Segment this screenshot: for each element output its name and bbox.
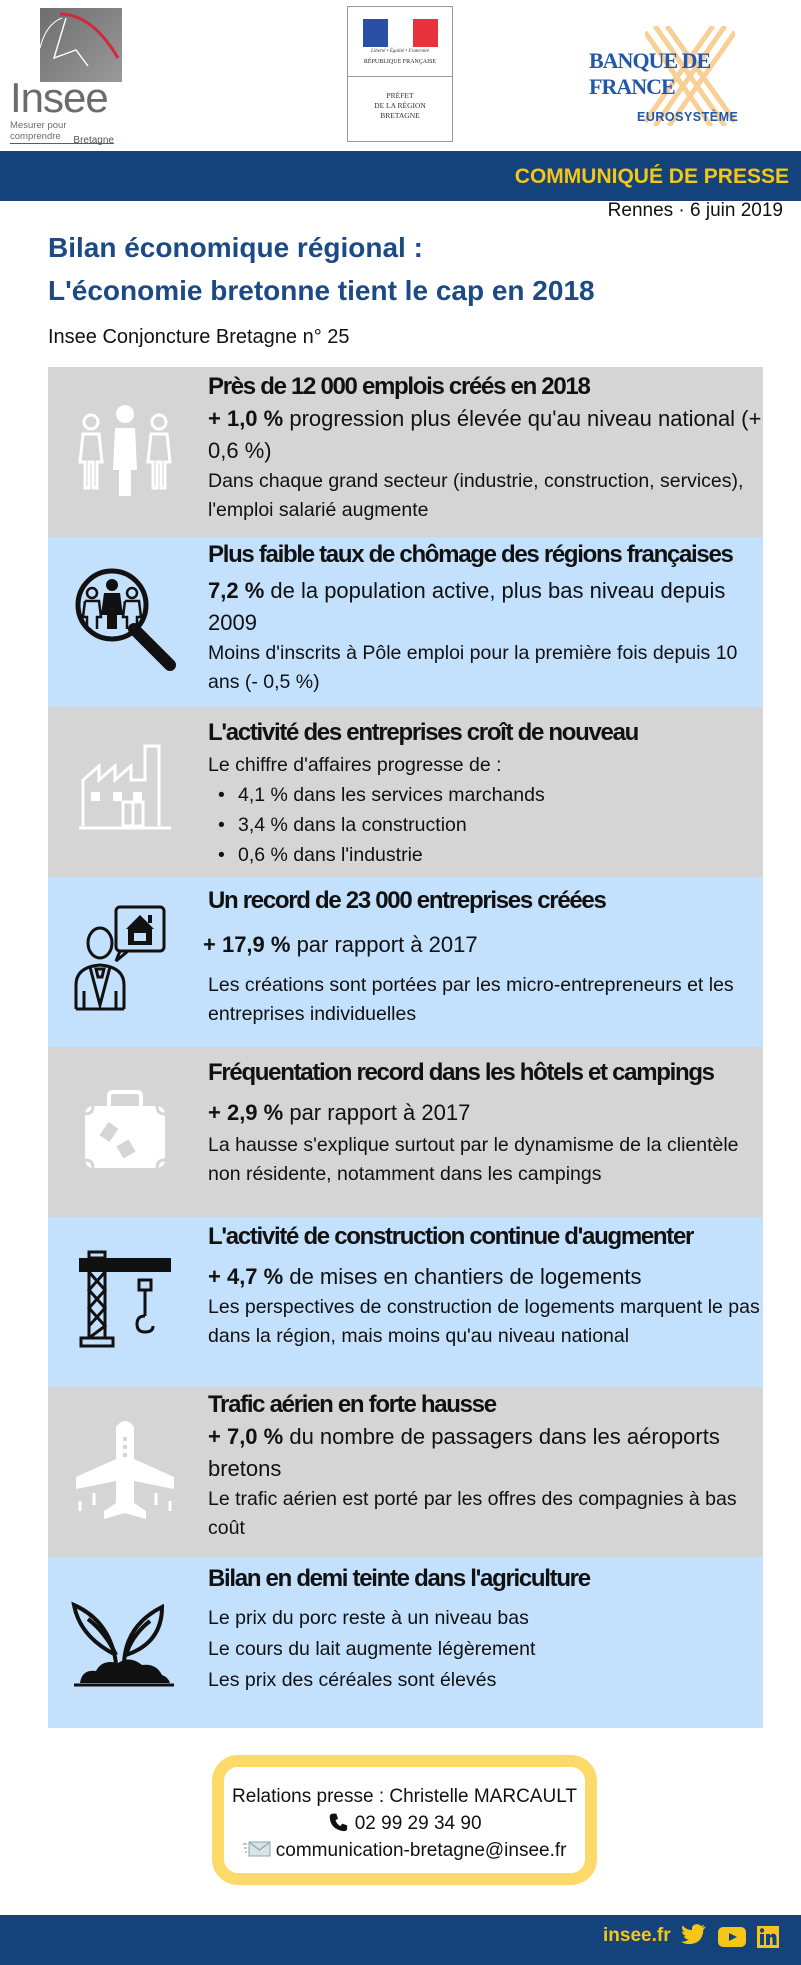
highlight-heading: Bilan en demi teinte dans l'agriculture — [208, 1565, 591, 1592]
highlight-detail: Les créations sont portées par les micro… — [208, 974, 734, 1025]
title-line-1: Bilan économique régional : — [48, 232, 423, 263]
highlight-heading: Trafic aérien en forte hausse — [208, 1391, 497, 1418]
people-icon — [70, 395, 180, 505]
press-contact-box: Relations presse : Christelle MARCAULT 0… — [212, 1755, 597, 1885]
highlight-heading: Fréquentation record dans les hôtels et … — [208, 1059, 715, 1086]
highlights-list: Près de 12 000 emplois créés en 2018 + 1… — [48, 367, 763, 1728]
bdf-subtitle: EUROSYSTÈME — [637, 110, 739, 124]
highlight-unemployment: Plus faible taux de chômage des régions … — [48, 537, 763, 707]
bullet-item: 0,6 % dans l'industrie — [208, 840, 763, 870]
twitter-icon[interactable] — [681, 1924, 707, 1946]
footer-bar: insee.fr — [0, 1915, 801, 1965]
highlight-detail: Dans chaque grand secteur (industrie, co… — [208, 470, 744, 521]
banque-de-france-logo: BANQUE DE FRANCE EUROSYSTÈME — [585, 26, 790, 126]
republic-label: RÉPUBLIQUE FRANÇAISE — [363, 59, 437, 65]
title-line-2: L'économie bretonne tient le cap en 2018 — [48, 275, 595, 306]
insee-region: Bretagne — [73, 135, 114, 146]
bullet-item: 3,4 % dans la construction — [208, 810, 763, 840]
highlight-key-figure: + 2,9 % par rapport à 2017 — [208, 1100, 471, 1125]
highlight-detail: La hausse s'explique surtout par le dyna… — [208, 1134, 739, 1185]
insee-tagline: Mesurer pour comprendre — [10, 120, 114, 144]
highlight-key-figure: + 4,7 % de mises en chantiers de logemen… — [208, 1264, 642, 1289]
phone-icon — [327, 1813, 354, 1834]
highlight-key-figure: + 7,0 % du nombre de passagers dans les … — [208, 1424, 720, 1481]
highlight-detail: Moins d'inscrits à Pôle emploi pour la p… — [208, 642, 738, 693]
highlight-heading: L'activité des entreprises croît de nouv… — [208, 719, 639, 746]
press-contact-name: Relations presse : Christelle MARCAULT — [232, 1786, 577, 1807]
highlight-line: Le prix du porc reste à un niveau bas — [208, 1607, 529, 1629]
prefecture-line: BRETAGNE — [380, 111, 420, 120]
highlight-key-figure: 7,2 % de la population active, plus bas … — [208, 578, 726, 635]
highlight-heading: Plus faible taux de chômage des régions … — [208, 541, 734, 568]
highlight-construction: L'activité de construction continue d'au… — [48, 1217, 763, 1387]
youtube-icon[interactable] — [718, 1927, 746, 1947]
insee-logo[interactable]: Insee Mesurer pour comprendre Bretagne — [10, 8, 122, 146]
highlight-business-creation: Un record de 23 000 entreprises créées +… — [48, 877, 763, 1047]
highlight-business-activity: L'activité des entreprises croît de nouv… — [48, 707, 763, 877]
factory-icon — [70, 735, 180, 845]
suitcase-icon — [70, 1075, 180, 1185]
press-contact-phone[interactable]: 02 99 29 34 90 — [224, 1810, 585, 1837]
plant-icon — [70, 1585, 180, 1695]
highlight-heading: Près de 12 000 emplois créés en 2018 — [208, 373, 591, 400]
highlight-agriculture: Bilan en demi teinte dans l'agriculture … — [48, 1557, 763, 1728]
press-contact-email[interactable]: communication-bretagne@insee.fr — [224, 1837, 585, 1864]
prefecture-line: DE LA RÉGION — [374, 101, 426, 110]
prefecture-logo: Liberté • Égalité • Fraternité RÉPUBLIQU… — [347, 6, 453, 142]
bdf-name: BANQUE DE FRANCE — [589, 48, 711, 99]
highlight-heading: L'activité de construction continue d'au… — [208, 1223, 694, 1250]
highlight-detail: Les perspectives de construction de loge… — [208, 1296, 760, 1347]
highlight-tourism: Fréquentation record dans les hôtels et … — [48, 1047, 763, 1217]
highlight-heading: Un record de 23 000 entreprises créées — [208, 887, 607, 914]
republic-motto: Liberté • Égalité • Fraternité — [371, 49, 429, 54]
highlight-employment: Près de 12 000 emplois créés en 2018 + 1… — [48, 367, 763, 537]
highlight-detail: Le trafic aérien est porté par les offre… — [208, 1488, 737, 1539]
banner-label: COMMUNIQUÉ DE PRESSE — [514, 165, 789, 188]
bdf-emblem-icon — [645, 26, 735, 126]
highlight-key-figure: + 1,0 % progression plus élevée qu'au ni… — [208, 406, 762, 463]
header-logos: Insee Mesurer pour comprendre Bretagne L… — [0, 0, 801, 150]
insee-logo-mark — [39, 8, 122, 82]
entrepreneur-icon — [70, 905, 180, 1015]
highlight-intro: Le chiffre d'affaires progresse de : — [208, 754, 502, 776]
linkedin-icon[interactable] — [757, 1926, 779, 1948]
dateline: Rennes · 6 juin 2019 — [607, 200, 783, 221]
highlight-air-traffic: Trafic aérien en forte hausse + 7,0 % du… — [48, 1387, 763, 1557]
email-icon — [242, 1840, 276, 1861]
highlight-key-figure: + 17,9 % par rapport à 2017 — [203, 932, 478, 957]
publication-subtitle: Insee Conjoncture Bretagne n° 25 — [48, 326, 350, 348]
insee-site-link[interactable]: insee.fr — [603, 1925, 671, 1946]
magnifier-people-icon — [70, 565, 180, 675]
page-title: Bilan économique régional : L'économie b… — [48, 226, 595, 312]
highlight-line: Les prix des céréales sont élevés — [208, 1669, 497, 1691]
highlight-bullet-list: 4,1 % dans les services marchands 3,4 % … — [208, 780, 763, 870]
prefecture-line: PRÉFET — [386, 91, 414, 100]
crane-icon — [70, 1245, 180, 1355]
airplane-icon — [70, 1415, 180, 1525]
french-flag-icon — [363, 19, 438, 47]
press-banner: COMMUNIQUÉ DE PRESSE — [0, 151, 801, 201]
highlight-line: Le cours du lait augmente légèrement — [208, 1638, 536, 1660]
bullet-item: 4,1 % dans les services marchands — [208, 780, 763, 810]
insee-wordmark: Insee — [10, 74, 109, 121]
